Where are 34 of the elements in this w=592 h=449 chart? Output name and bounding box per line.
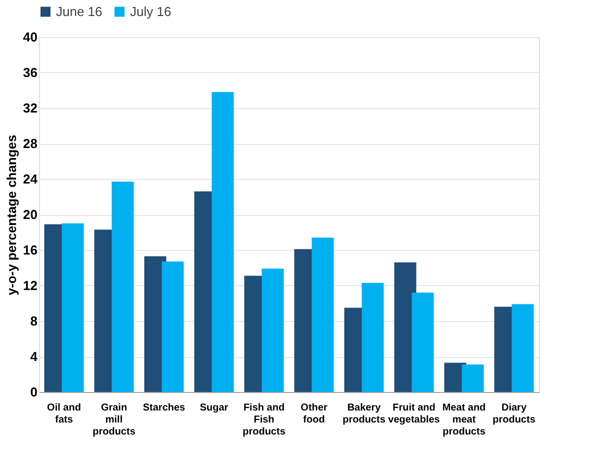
bar [412, 292, 434, 392]
x-tick-label: Fruit and vegetables [388, 402, 440, 426]
legend-label: June 16 [56, 4, 102, 19]
x-tick-label: Other food [300, 402, 328, 426]
y-tick-label: 20 [23, 207, 38, 222]
x-tick-label: Grain mill products [92, 402, 136, 438]
bar [362, 282, 384, 392]
legend-label: July 16 [130, 4, 172, 19]
bar [162, 262, 184, 392]
y-tick-label: 40 [23, 30, 38, 44]
y-tick-label: 0 [30, 384, 38, 400]
bar [62, 223, 84, 392]
y-axis-title: y-o-y percentage changes [4, 134, 20, 296]
y-tick-label: 24 [23, 172, 38, 186]
x-tick-label: Oil and fats [47, 402, 81, 426]
x-tick-label: Meat and meat products [442, 402, 486, 438]
y-tick-label: 4 [30, 349, 38, 364]
x-tick-label: Diary products [492, 402, 536, 426]
bar [262, 268, 284, 392]
bar [462, 364, 484, 392]
x-tick-label: Starches [142, 402, 186, 414]
bar [212, 92, 234, 392]
bar [312, 238, 334, 392]
y-tick-label: 8 [30, 314, 38, 328]
y-tick-label: 28 [23, 136, 38, 151]
bar [112, 182, 134, 392]
x-tick-label: Sugar [200, 402, 228, 414]
x-tick-label: Fish and Fish products [242, 402, 286, 438]
bar [512, 304, 534, 392]
y-tick-label: 12 [23, 278, 38, 293]
y-tick-label: 32 [23, 100, 38, 116]
y-tick-label: 36 [23, 65, 38, 80]
x-tick-label: Bakery products [342, 402, 386, 426]
y-tick-label: 16 [23, 242, 38, 258]
